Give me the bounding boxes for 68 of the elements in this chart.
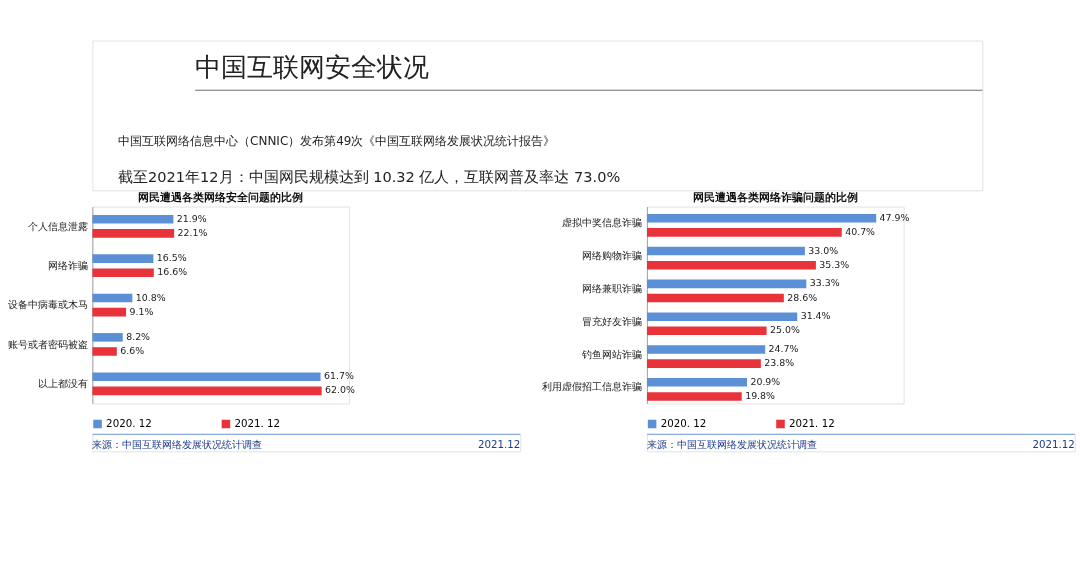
text: 中国互联网安全状况 <box>195 51 430 82</box>
chart-title: 网民遭遇各类网络诈骗问题的比例 <box>692 190 858 204</box>
bar <box>646 260 816 270</box>
legend-label: 2020. 12 <box>660 417 707 430</box>
bar <box>646 312 798 321</box>
bar <box>646 378 747 387</box>
text: 中国互联网络信息中心（CNNIC）发布第49次《中国互联网络发展状况统计报告》 <box>118 134 556 149</box>
bar <box>92 386 322 396</box>
data-label: 16.5% <box>156 252 187 264</box>
y-tick-label: 网络购物诈骗 <box>582 249 643 262</box>
data-label: 61.7% <box>323 370 354 382</box>
bar <box>92 347 117 356</box>
bar <box>646 345 766 354</box>
text: 2021.12 <box>477 437 521 450</box>
y-tick-label: 钓鱼网站诈骗 <box>581 347 643 360</box>
bar <box>92 268 154 278</box>
bar <box>92 372 321 381</box>
legend-label: 2020. 12 <box>106 417 152 430</box>
text: 截至2021年12月：中国网民规模达到 10.32 亿人，互联网普及率达 73.0% <box>118 168 621 185</box>
bar <box>646 279 807 289</box>
data-label: 47.9% <box>879 211 910 223</box>
bar <box>646 246 805 256</box>
data-label: 6.6% <box>120 345 145 357</box>
y-tick-label: 以上都没有 <box>37 377 88 390</box>
data-label: 8.2% <box>126 330 151 342</box>
source-note: 来源：中国互联网络发展状况统计调查 <box>92 437 263 450</box>
bar <box>646 359 761 368</box>
data-label: 23.8% <box>764 357 795 369</box>
y-tick-label: 账号或者密码被盗 <box>7 337 88 350</box>
y-tick-label: 设备中病毒或木马 <box>7 298 88 311</box>
bar <box>92 254 154 263</box>
data-label: 24.7% <box>768 343 799 355</box>
data-label: 20.9% <box>750 375 781 387</box>
bar <box>646 392 742 401</box>
data-label: 9.1% <box>129 305 154 317</box>
y-tick-label: 网络兼职诈骗 <box>582 282 643 295</box>
data-label: 19.8% <box>745 389 776 401</box>
bar <box>92 333 123 342</box>
data-label: 28.6% <box>787 291 818 303</box>
data-label: 31.4% <box>800 310 831 322</box>
bar <box>92 307 127 317</box>
bar <box>646 293 784 303</box>
y-tick-label: 个人信息泄露 <box>27 219 88 232</box>
y-tick-label: 冒充好友诈骗 <box>582 314 643 327</box>
text: 2021.12 <box>1032 437 1075 450</box>
data-label: 25.0% <box>770 324 800 336</box>
y-tick-label: 利用虚假招工信息诈骗 <box>542 380 643 393</box>
bar <box>92 229 175 238</box>
y-tick-label: 虚拟中奖信息诈骗 <box>562 216 643 229</box>
data-label: 33.3% <box>809 277 840 289</box>
data-label: 16.6% <box>157 266 188 278</box>
bar <box>646 228 842 237</box>
bar <box>92 293 133 303</box>
y-tick-label: 网络诈骗 <box>47 259 88 272</box>
data-label: 21.9% <box>176 212 207 224</box>
bar <box>646 326 767 336</box>
source-note: 来源：中国互联网络发展状况统计调查 <box>646 437 817 450</box>
legend-label: 2021. 12 <box>234 417 281 430</box>
data-label: 22.1% <box>177 226 208 238</box>
data-label: 62.0% <box>325 384 356 396</box>
data-label: 40.7% <box>845 225 876 237</box>
data-label: 10.8% <box>135 291 166 303</box>
bar <box>646 213 877 223</box>
data-label: 33.0% <box>808 244 839 256</box>
chart-title: 网民遭遇各类网络安全问题的比例 <box>138 190 304 204</box>
data-label: 35.3% <box>819 258 850 270</box>
legend-label: 2021. 12 <box>789 417 835 430</box>
bar <box>92 214 174 224</box>
